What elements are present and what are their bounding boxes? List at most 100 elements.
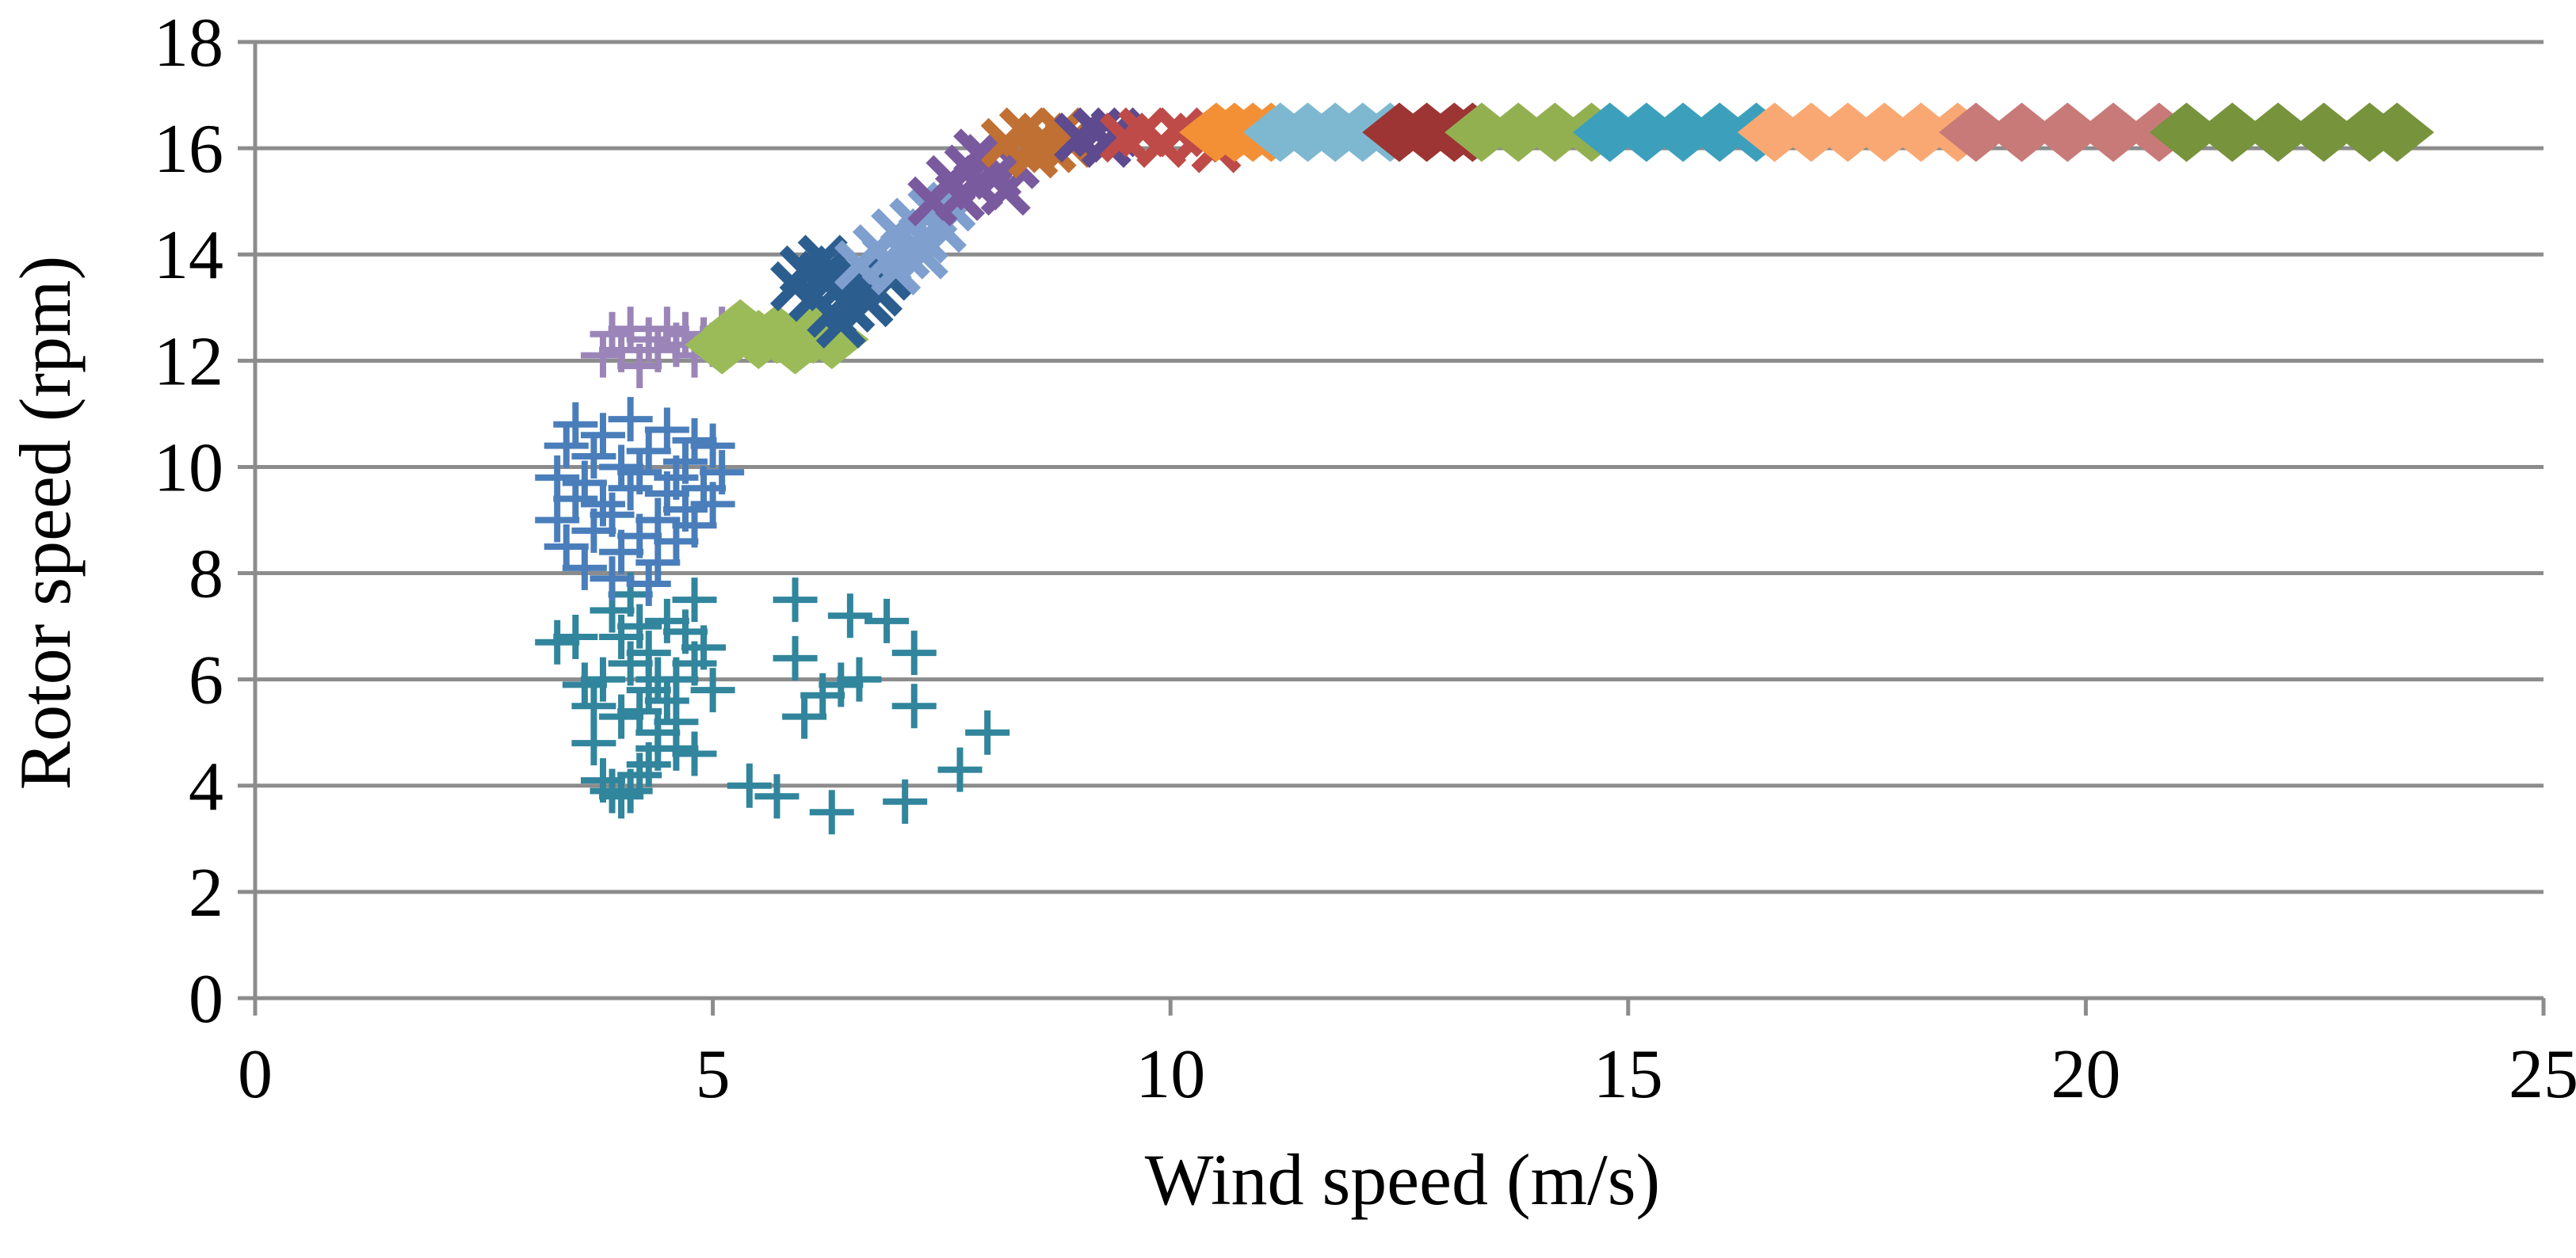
data-point <box>644 598 689 643</box>
data-point <box>773 578 818 623</box>
series-bin-moss <box>2149 102 2434 162</box>
y-tick-label: 2 <box>189 855 223 932</box>
data-point <box>617 450 662 495</box>
data-point <box>544 423 589 468</box>
x-tick-label: 0 <box>238 1036 273 1113</box>
data-point <box>599 694 644 739</box>
data-point <box>626 317 671 362</box>
data-point <box>672 731 717 776</box>
data-point <box>535 497 580 543</box>
data-point <box>599 615 644 660</box>
data-point <box>571 721 616 766</box>
data-point <box>754 774 800 819</box>
data-point <box>580 413 625 458</box>
data-point <box>800 673 845 718</box>
data-point <box>937 747 983 792</box>
data-point <box>864 598 910 643</box>
data-point <box>617 604 662 649</box>
data-point <box>672 503 717 548</box>
x-tick-label: 25 <box>2509 1036 2576 1113</box>
data-point <box>891 684 937 729</box>
y-tick-label: 10 <box>154 429 223 506</box>
data-point <box>599 444 644 490</box>
y-tick-label: 16 <box>154 111 223 188</box>
data-point <box>617 688 662 734</box>
data-point <box>562 545 607 590</box>
data-point <box>672 578 717 623</box>
data-point <box>809 790 854 835</box>
data-point <box>819 662 864 707</box>
x-tick-label: 5 <box>696 1036 731 1113</box>
data-point <box>599 774 644 819</box>
data-point <box>553 402 598 447</box>
data-point <box>580 333 625 378</box>
data-point <box>535 455 580 500</box>
data-point <box>953 128 1004 179</box>
data-point <box>626 631 671 676</box>
data-point <box>590 492 635 537</box>
data-point <box>965 710 1010 755</box>
data-point <box>700 450 745 495</box>
y-tick-label: 0 <box>189 961 223 1038</box>
y-tick-label: 18 <box>154 5 223 82</box>
data-point <box>883 779 928 824</box>
data-point <box>635 497 681 543</box>
data-point <box>626 561 671 606</box>
data-point <box>662 439 708 484</box>
data-point <box>580 482 625 527</box>
series-bin-blue <box>535 397 745 606</box>
data-point <box>891 631 937 676</box>
y-tick-label: 6 <box>189 642 223 719</box>
data-point <box>662 609 708 654</box>
data-point <box>635 710 681 755</box>
x-tick-labels: 0 5 10 15 20 25 <box>238 1036 2576 1113</box>
data-point <box>773 635 818 680</box>
y-tick-label: 8 <box>189 536 223 613</box>
data-point <box>898 229 948 280</box>
data-point <box>535 619 580 665</box>
data-point <box>690 668 735 713</box>
data-point <box>654 700 699 745</box>
data-point <box>626 668 671 713</box>
data-point <box>690 482 735 527</box>
data-point <box>626 429 671 474</box>
data-point <box>590 556 635 601</box>
data-point <box>837 657 882 702</box>
x-tick-label: 20 <box>2051 1036 2120 1113</box>
y-tick-label: 14 <box>154 217 223 294</box>
data-point <box>2360 102 2434 162</box>
series-bin-teal <box>535 572 1010 835</box>
data-points <box>535 102 2434 835</box>
grid-lines <box>255 40 2544 894</box>
data-point <box>644 407 689 452</box>
data-point <box>617 753 662 798</box>
x-tick-label: 10 <box>1135 1036 1205 1113</box>
data-point <box>672 417 717 463</box>
data-point <box>553 615 598 660</box>
x-axis-title: Wind speed (m/s) <box>1145 1139 1660 1220</box>
data-point <box>544 524 589 570</box>
data-point <box>782 694 827 739</box>
data-point <box>608 397 653 442</box>
data-point <box>608 641 653 686</box>
data-point <box>562 662 607 707</box>
data-point <box>690 423 735 468</box>
y-tick-labels: 0 2 4 6 8 10 12 14 16 18 <box>154 5 223 1038</box>
data-point <box>827 593 872 639</box>
data-point <box>727 763 772 808</box>
data-point <box>580 657 625 702</box>
data-point <box>871 245 922 295</box>
y-tick-label: 4 <box>189 749 223 825</box>
y-tick-label: 12 <box>154 323 223 400</box>
data-point <box>571 434 616 479</box>
data-point <box>562 460 607 505</box>
axes <box>238 40 2546 1016</box>
data-point <box>644 678 689 723</box>
data-point <box>571 684 616 729</box>
x-tick-label: 15 <box>1593 1036 1663 1113</box>
y-axis-title: Rotor speed (rpm) <box>5 256 86 791</box>
data-point <box>815 298 866 349</box>
data-point <box>635 540 681 585</box>
data-point <box>635 327 681 372</box>
